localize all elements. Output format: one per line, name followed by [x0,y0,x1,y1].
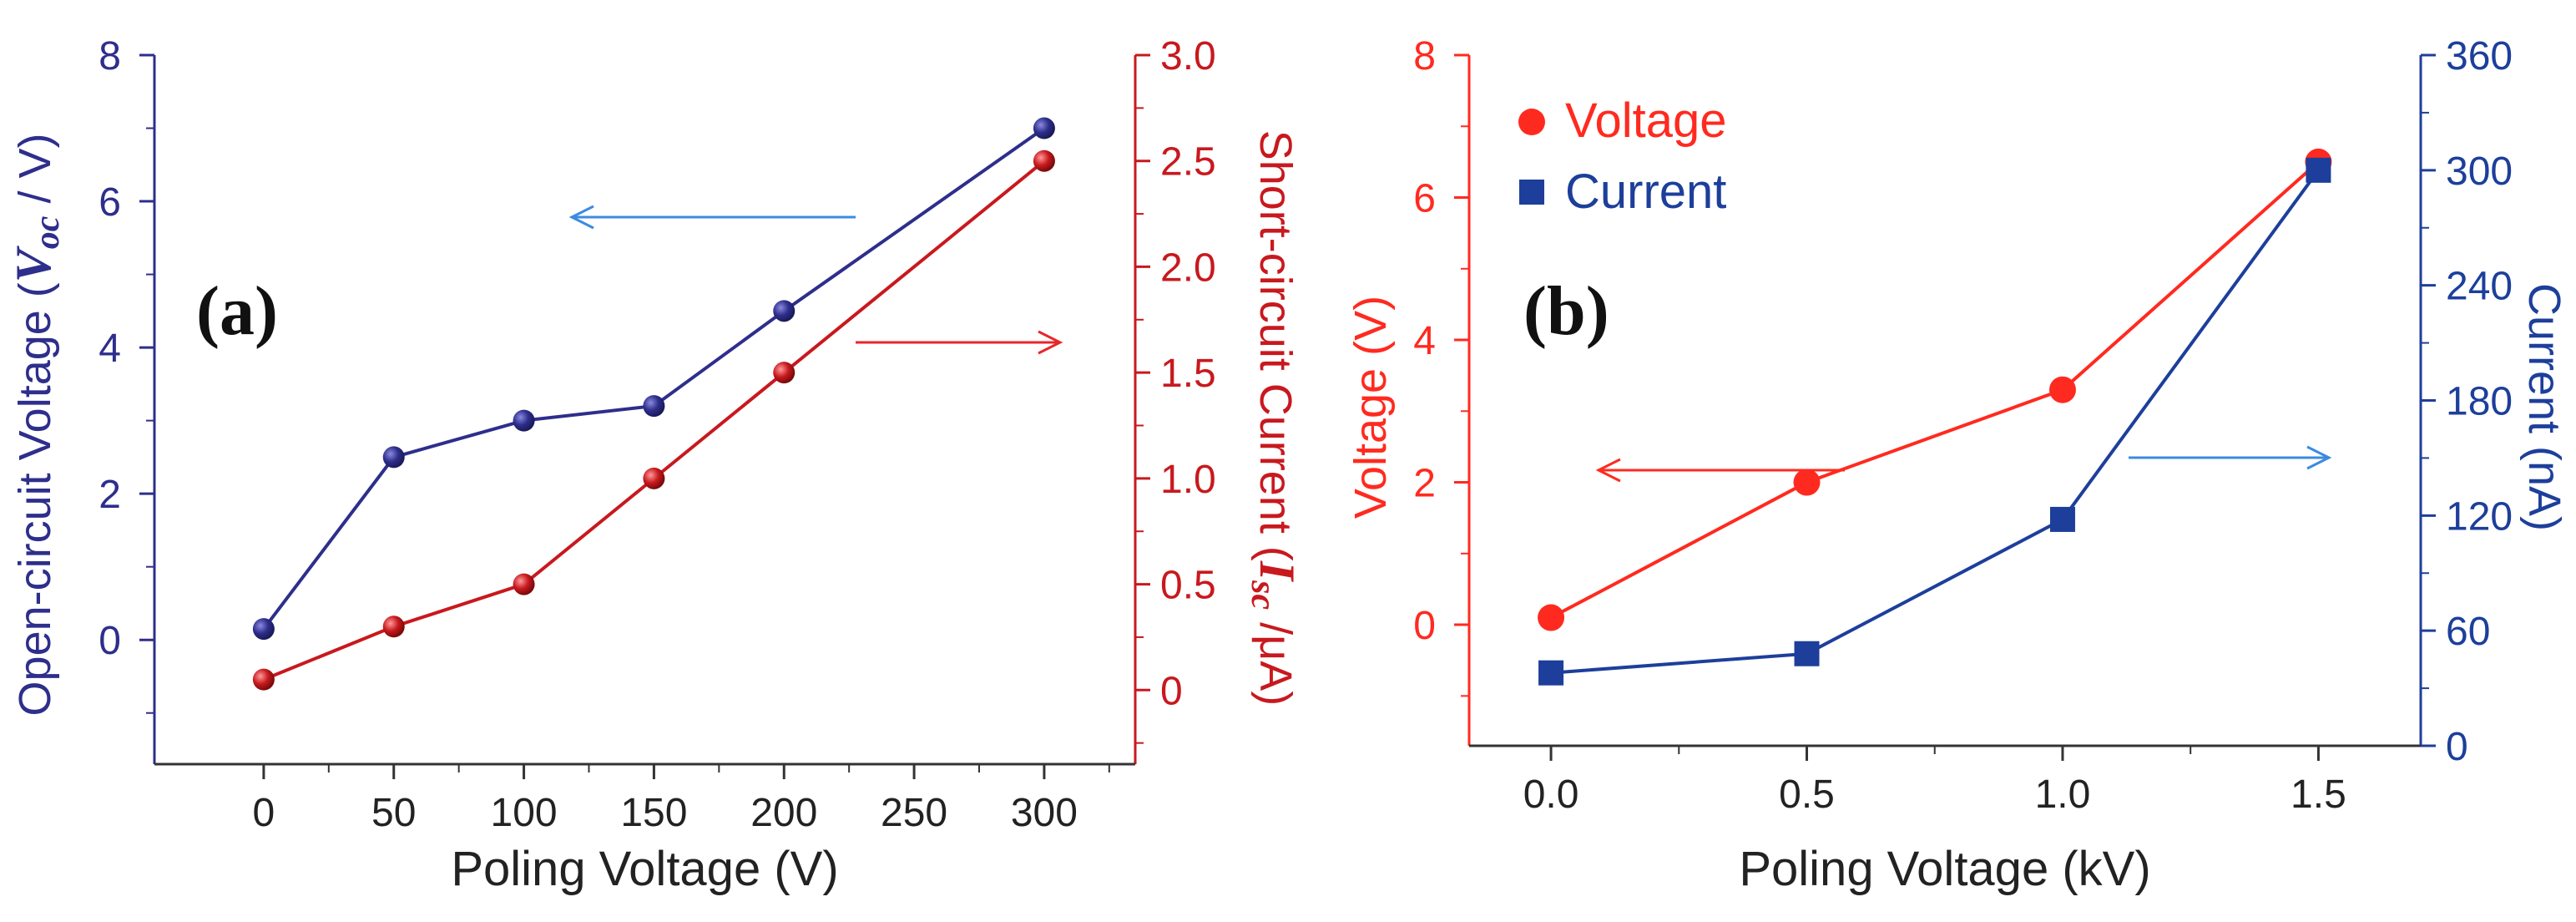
data-point-a-voltage [643,395,665,418]
data-point-b-voltage [2048,376,2076,403]
data-point-a-current [252,668,275,691]
x-tick-label-a: 200 [750,791,817,835]
right-y-tick-label-a: 3.0 [1160,34,1216,79]
right-y-tick-label-b: 240 [2446,265,2513,309]
left-y-axis-label-a: Open-circuit Voltage (Voc / V) [6,134,67,717]
legend-b: Voltage Current [1518,94,1727,219]
left-y-tick-label-b: 4 [1413,319,1436,363]
right-y-tick-label-a: 2.0 [1160,246,1216,290]
series-line-a-current [263,160,1046,681]
right-y-label-suffix-a: /μA) [1250,610,1301,706]
right-y-axis-label-a: Short-circuit Current (Isc /μA) [1244,130,1305,707]
left-y-tick-label-b: 0 [1413,604,1436,648]
right-y-tick-label-a: 0 [1160,669,1183,713]
right-y-label-sub-a: sc [1244,580,1282,610]
data-point-b-current [2306,157,2331,183]
data-point-a-current [382,616,405,638]
x-tick-label-a: 250 [881,791,947,835]
left-y-label-sub-a: oc [28,215,67,249]
data-point-a-current [773,362,796,384]
x-tick-label-b: 0.0 [1523,773,1579,817]
x-axis-label-a: Poling Voltage (V) [451,842,838,896]
x-axis-label-b: Poling Voltage (kV) [1739,842,2150,896]
data-point-a-current [643,467,665,489]
data-point-a-voltage [382,446,405,469]
legend-label-current: Current [1565,165,1726,219]
data-point-a-current [1033,149,1055,172]
x-tick-label-b: 1.5 [2291,773,2346,817]
data-point-b-current [2049,506,2075,532]
left-y-tick-label-a: 4 [98,327,121,371]
x-tick-label-b: 1.0 [2035,773,2091,817]
right-axis-arrow-b-head [2306,445,2332,470]
x-tick-label-a: 0 [253,791,275,835]
data-point-b-current [1538,660,1564,686]
data-point-a-voltage [1033,117,1055,139]
left-axis-arrow-b-head [1595,458,1621,483]
right-y-tick-label-b: 300 [2446,149,2513,194]
data-point-a-voltage [773,300,796,322]
series-line-b-current [1550,169,2321,675]
left-y-label-suffix-a: / V) [10,134,60,216]
chart-b: 0.0 0.5 1.0 1.5 0 2 4 6 8 0 60 120 180 240 300 360 Polin… [1346,34,2569,896]
data-point-b-voltage [1538,604,1565,631]
right-y-tick-label-b: 120 [2446,494,2513,539]
data-point-b-current [1794,641,1820,666]
data-point-b-voltage [1793,469,1821,496]
x-tick-label-a: 300 [1011,791,1078,835]
right-y-tick-label-a: 0.5 [1160,564,1216,608]
left-y-axis-label-b: Voltage (V) [1346,296,1396,519]
left-y-tick-label-b: 8 [1413,34,1436,79]
left-y-tick-label-a: 6 [98,180,121,225]
right-y-label-prefix-a: Short-circuit Current ( [1250,130,1301,561]
x-tick-label-a: 50 [371,791,416,835]
chart-a: 0 50 100 150 200 250 300 0 2 4 6 8 0 0.5 1.0 1.5 2.0 2.5 3… [6,34,1305,896]
panel-label-a: (a) [196,272,278,350]
left-y-tick-label-a: 2 [98,473,121,517]
left-y-tick-label-a: 0 [98,619,121,663]
data-point-a-voltage [513,409,535,432]
right-y-label-symbol-a: I [1250,560,1305,583]
right-y-tick-label-a: 1.0 [1160,458,1216,502]
left-y-tick-label-b: 2 [1413,462,1436,506]
legend-marker-voltage [1518,109,1545,135]
right-y-tick-label-b: 60 [2446,610,2490,654]
data-point-a-current [513,573,535,595]
data-point-a-voltage [252,618,275,641]
right-y-tick-label-b: 180 [2446,380,2513,424]
left-y-label-prefix-a: Open-circuit Voltage ( [10,282,60,716]
legend-marker-current [1519,180,1544,205]
series-line-a-voltage [262,126,1046,631]
right-y-axis-label-b: Current (nA) [2519,283,2569,531]
right-axis-arrow-a-head [1038,330,1063,355]
x-tick-label-a: 150 [620,791,687,835]
left-y-tick-label-b: 6 [1413,177,1436,221]
x-tick-label-b: 0.5 [1779,773,1835,817]
right-y-tick-label-b: 360 [2446,34,2513,79]
left-y-label-symbol-a: V [6,245,61,282]
x-tick-label-a: 100 [491,791,558,835]
legend-label-voltage: Voltage [1565,94,1727,148]
right-y-tick-label-a: 2.5 [1160,140,1216,185]
left-y-tick-label-a: 8 [98,34,121,79]
series-line-b-voltage [1550,160,2320,620]
right-y-tick-label-b: 0 [2446,725,2468,769]
panel-label-b: (b) [1523,272,1609,350]
right-y-tick-label-a: 1.5 [1160,352,1216,396]
left-axis-arrow-a-head [568,205,594,230]
